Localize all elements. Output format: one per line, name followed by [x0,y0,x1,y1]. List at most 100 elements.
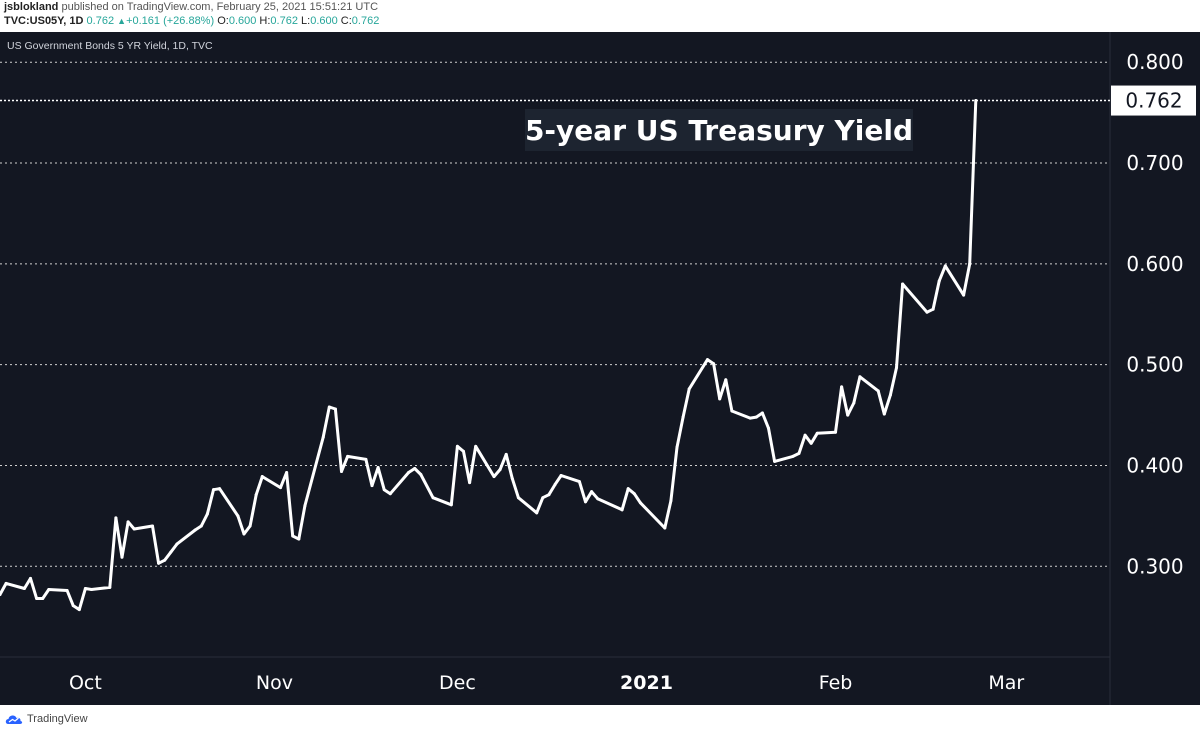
y-tick-label: 0.400 [1126,453,1183,477]
data-point [376,465,380,469]
x-tick-label: Mar [988,672,1024,694]
data-point [748,416,752,420]
grid-lines [0,61,1110,567]
data-point [730,409,734,413]
data-point [516,496,520,500]
data-point [675,445,679,449]
data-point [114,516,118,520]
data-point [120,555,124,559]
data-point [455,444,459,448]
data-point [596,497,600,501]
data-point [150,524,154,528]
ohlc-legend: TVC:US05Y, 1D 0.762 ▲+0.161 (+26.88%) O:… [4,15,379,27]
data-point [876,389,880,393]
tradingview-logo-icon[interactable] [4,712,24,726]
y-tick-label: 0.700 [1126,151,1183,175]
low-label: L: [301,15,311,27]
data-point [754,415,758,419]
data-point [47,587,51,591]
data-point [4,581,8,585]
data-point [65,588,69,592]
last-value: 0.762 [86,15,115,27]
time-axis[interactable]: Oct Nov Dec 2021 Feb Mar [69,672,1024,694]
open-value: 0.600 [228,15,257,27]
data-point [687,387,691,391]
data-point [791,454,795,458]
price-axis[interactable]: 0.300 0.400 0.500 0.600 0.700 0.800 [1126,50,1183,578]
annotation-background [525,109,913,151]
annotation-box: 5-year US Treasury Yield [525,109,913,151]
data-point [901,282,905,286]
publish-date: published on TradingView.com, February 2… [61,1,379,13]
data-point [346,454,350,458]
data-point [840,385,844,389]
data-point [577,480,581,484]
data-point [663,526,667,530]
price-chart[interactable]: US Government Bonds 5 YR Yield, 1D, TVC … [0,32,1200,705]
data-point [407,471,411,475]
data-point [413,466,417,470]
data-point [773,459,777,463]
data-point [108,585,112,589]
data-point [199,524,203,528]
data-point [797,451,801,455]
data-point [169,550,173,554]
data-point [766,426,770,430]
x-tick-label: Dec [439,672,476,694]
data-point [547,493,551,497]
data-point [705,358,709,362]
data-point [931,307,935,311]
last-price-badge-background [1111,85,1196,116]
data-point [260,475,264,479]
data-point [937,279,941,283]
data-point [205,512,209,516]
y-tick-label: 0.800 [1126,50,1183,74]
data-point [474,444,478,448]
data-point [962,293,966,297]
data-point [419,473,423,477]
data-point [0,593,2,596]
data-point [285,471,289,475]
data-point [943,264,947,268]
data-point [132,527,136,531]
data-point [382,488,386,492]
data-point [218,487,222,491]
high-value: 0.762 [270,15,298,27]
open-label: O: [217,15,229,27]
data-point [41,597,45,601]
data-point [83,586,87,590]
data-point [462,449,466,453]
data-point [388,492,392,496]
data-point [303,504,307,508]
data-point [333,407,337,411]
tradingview-brand[interactable]: TradingView [27,713,88,725]
data-point [71,604,75,608]
symbol-label: TVC:US05Y, 1D [4,15,84,27]
data-point [236,514,240,518]
data-point [888,393,892,397]
data-point [632,492,636,496]
change-value: +0.161 (+26.88%) [126,15,215,27]
y-tick-label: 0.300 [1126,554,1183,578]
data-point [449,503,453,507]
data-point [291,534,295,538]
data-point [724,378,728,382]
data-point [242,532,246,536]
data-point [803,433,807,437]
data-point [492,475,496,479]
author-name[interactable]: jsblokland [4,1,59,13]
data-point [535,511,539,515]
last-price-badge: 0.762 [1111,85,1196,116]
data-point [504,452,508,456]
data-point [370,484,374,488]
data-point [77,608,81,612]
data-point [583,500,587,504]
data-point [858,375,862,379]
data-point [559,474,563,478]
data-point [248,524,252,528]
data-point [327,405,331,409]
data-point [620,508,624,512]
x-tick-label: Oct [69,672,102,694]
annotation-text: 5-year US Treasury Yield [525,114,913,147]
data-point [254,493,258,497]
